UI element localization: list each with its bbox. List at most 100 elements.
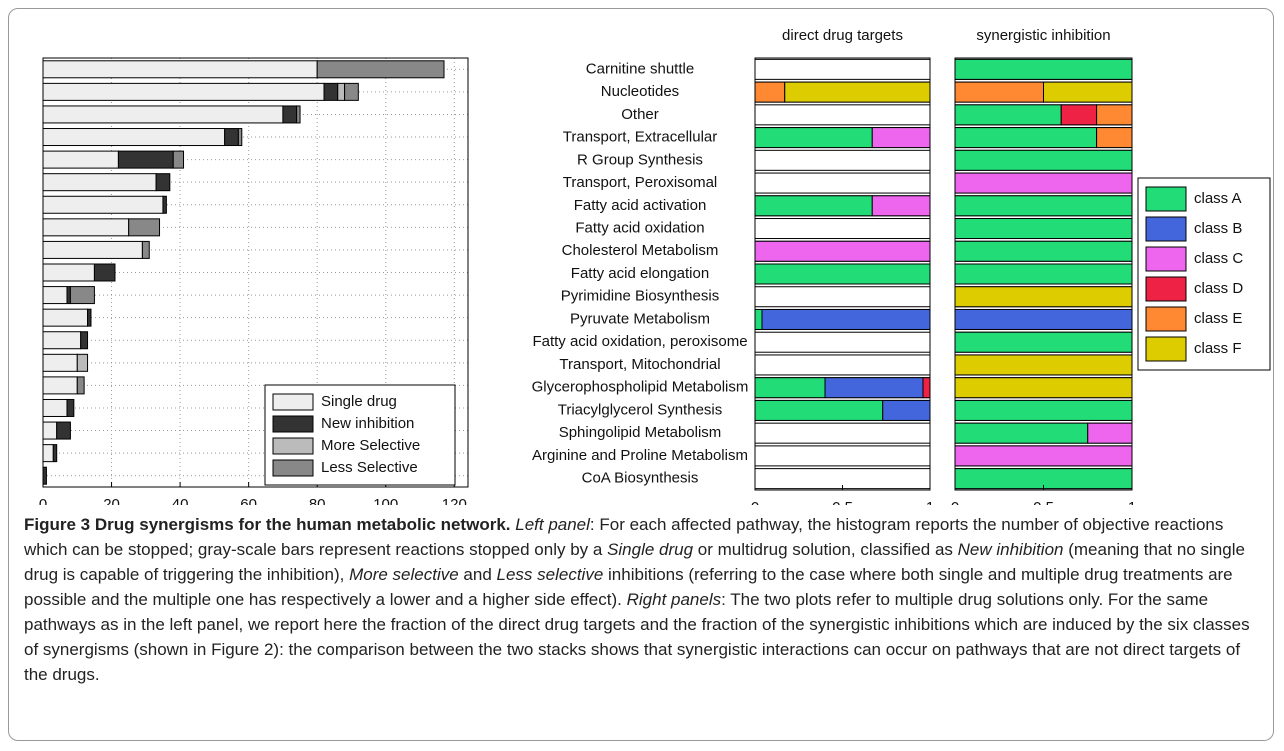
- bar: [42, 150, 119, 169]
- legend-swatch: [1145, 246, 1187, 272]
- bar: [954, 377, 1133, 399]
- bar: [42, 240, 143, 259]
- row-frame: [754, 422, 931, 444]
- bar: [954, 240, 1133, 262]
- bar: [42, 263, 95, 282]
- bar: [52, 444, 58, 463]
- legend-swatch: [272, 437, 314, 455]
- bar: [1096, 127, 1133, 149]
- x-tick-label: 80: [309, 496, 326, 505]
- row-frame: [754, 58, 931, 80]
- bar: [954, 445, 1133, 467]
- bar: [954, 263, 1133, 285]
- category-label: Other: [621, 106, 659, 123]
- caption-title: Drug synergisms for the human metabolic …: [94, 515, 511, 534]
- bar: [754, 195, 873, 217]
- caption-text: inhibitions (referring to the case where…: [24, 565, 1233, 609]
- bar: [155, 173, 171, 192]
- row-frame: [754, 354, 931, 376]
- bar: [141, 240, 150, 259]
- bar: [1087, 422, 1133, 444]
- x-tick-label: 100: [373, 496, 398, 505]
- bar: [954, 286, 1133, 308]
- bar: [128, 218, 161, 237]
- bar: [117, 150, 174, 169]
- category-label: Fatty acid elongation: [571, 265, 709, 282]
- category-label: Fatty acid oxidation, peroxisome: [532, 333, 747, 350]
- category-label: Pyruvate Metabolism: [570, 310, 710, 327]
- bar: [754, 308, 763, 330]
- bar: [237, 128, 243, 147]
- category-label: Nucleotides: [601, 83, 679, 100]
- category-label: Sphingolipid Metabolism: [559, 424, 722, 441]
- bar: [76, 353, 89, 372]
- bar: [42, 308, 89, 327]
- bar: [1060, 104, 1098, 126]
- x-tick-label: 20: [103, 496, 120, 505]
- caption-label: Figure 3: [24, 515, 91, 534]
- bar: [162, 195, 167, 214]
- bar: [93, 263, 116, 282]
- x-tick-label: 1: [1128, 499, 1136, 505]
- category-label: Fatty acid activation: [574, 197, 707, 214]
- bar: [42, 331, 82, 350]
- bar: [954, 422, 1089, 444]
- bar: [954, 218, 1133, 240]
- x-tick-label: 0: [951, 499, 959, 505]
- x-tick-label: 60: [240, 496, 257, 505]
- bar: [66, 286, 71, 305]
- bar: [954, 399, 1133, 421]
- bar: [42, 82, 325, 101]
- bar: [69, 286, 95, 305]
- bar: [316, 60, 445, 79]
- category-label: Fatty acid oxidation: [575, 219, 704, 236]
- bar: [754, 399, 884, 421]
- bar: [42, 421, 58, 440]
- bar: [42, 353, 78, 372]
- bar: [754, 127, 873, 149]
- bar: [954, 195, 1133, 217]
- x-tick-label: 0: [39, 496, 47, 505]
- row-frame: [754, 286, 931, 308]
- bar: [1096, 104, 1133, 126]
- legend-label: class F: [1194, 340, 1242, 357]
- bar: [954, 149, 1133, 171]
- bar: [42, 286, 68, 305]
- bar: [323, 82, 339, 101]
- legend-label: New inhibition: [321, 415, 414, 432]
- category-label: Cholesterol Metabolism: [562, 242, 719, 259]
- x-tick-label: 0: [751, 499, 759, 505]
- bar: [42, 376, 78, 395]
- legend-label: class C: [1194, 250, 1243, 267]
- caption-text: Left panel: [515, 515, 590, 534]
- bar: [954, 172, 1133, 194]
- category-label: Transport, Extracellular: [563, 129, 718, 146]
- axes-frame: [42, 57, 469, 488]
- bar: [87, 308, 92, 327]
- caption-body: Left panel: For each affected pathway, t…: [24, 515, 1250, 684]
- row-frame: [754, 172, 931, 194]
- caption-text: or multidrug solution, classified as: [693, 540, 958, 559]
- legend-label: class A: [1194, 190, 1242, 207]
- bar: [172, 150, 185, 169]
- x-tick-label: 120: [442, 496, 467, 505]
- row-frame: [754, 149, 931, 171]
- category-label: Arginine and Proline Metabolism: [532, 447, 748, 464]
- row-frame: [754, 218, 931, 240]
- category-label: Transport, Mitochondrial: [559, 356, 720, 373]
- bar: [754, 377, 826, 399]
- bar: [754, 263, 931, 285]
- x-tick-label: 0.5: [832, 499, 853, 505]
- bar: [954, 104, 1062, 126]
- bar: [871, 127, 931, 149]
- legend-swatch: [1145, 306, 1187, 332]
- bar: [344, 82, 359, 101]
- bar: [282, 105, 298, 124]
- bar: [1043, 81, 1133, 103]
- legend-swatch: [1145, 336, 1187, 362]
- bar: [824, 377, 924, 399]
- bar: [42, 173, 157, 192]
- legend-swatch: [1145, 186, 1187, 212]
- row-frame: [754, 445, 931, 467]
- bar: [954, 58, 1133, 80]
